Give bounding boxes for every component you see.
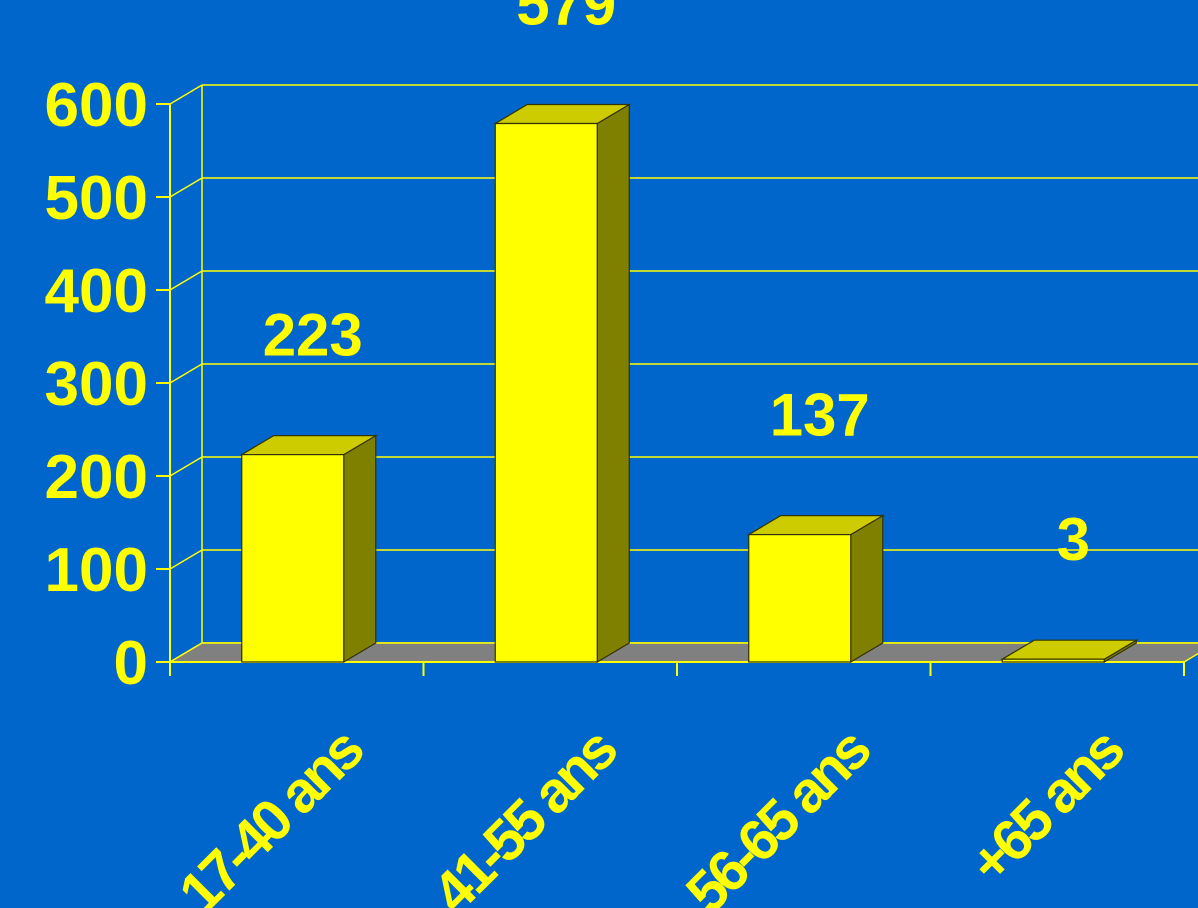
bar-front [1001, 658, 1105, 663]
y-tick-label: 400 [45, 257, 148, 326]
y-tick-label: 0 [114, 629, 148, 698]
data-labels: 223 579 137 3 [263, 0, 1090, 573]
x-tick-labels: 17-40 ans 41-55 ans 56-65 ans +65 ans [167, 717, 1136, 908]
bar-side [850, 514, 884, 664]
gridline-side [169, 549, 203, 570]
bar-front [241, 454, 345, 663]
gridline-side [169, 270, 203, 291]
data-label: 223 [263, 302, 363, 369]
x-tick-label: 17-40 ans [167, 717, 376, 908]
bar-front [748, 533, 852, 663]
bar-41-55-ans [493, 103, 632, 664]
y-tick-label: 100 [45, 536, 148, 605]
bars [239, 103, 1139, 664]
y-tick-label: 300 [45, 350, 148, 419]
y-tick-label: 600 [45, 71, 148, 140]
y-tick-label: 200 [45, 443, 148, 512]
bar-65-ans [1000, 639, 1139, 664]
bar-17-40-ans [239, 434, 378, 664]
bar-side [596, 103, 630, 664]
bar-56-65-ans [746, 514, 885, 664]
data-label: 137 [770, 382, 870, 449]
x-tick-label: 41-55 ans [420, 717, 629, 908]
x-tick-label: +65 ans [957, 717, 1136, 896]
data-label: 579 [516, 0, 616, 38]
bar-front [494, 122, 598, 663]
gridline-side [169, 363, 203, 384]
gridline-side [169, 456, 203, 477]
y-tick-labels: 0 100 200 300 400 500 600 [45, 71, 148, 698]
x-tick-label: 56-65 ans [674, 717, 883, 908]
y-tick-label: 500 [45, 164, 148, 233]
gridline-side [169, 177, 203, 198]
gridline-side [169, 84, 203, 105]
bar-side [343, 434, 377, 664]
data-label: 3 [1057, 506, 1090, 573]
